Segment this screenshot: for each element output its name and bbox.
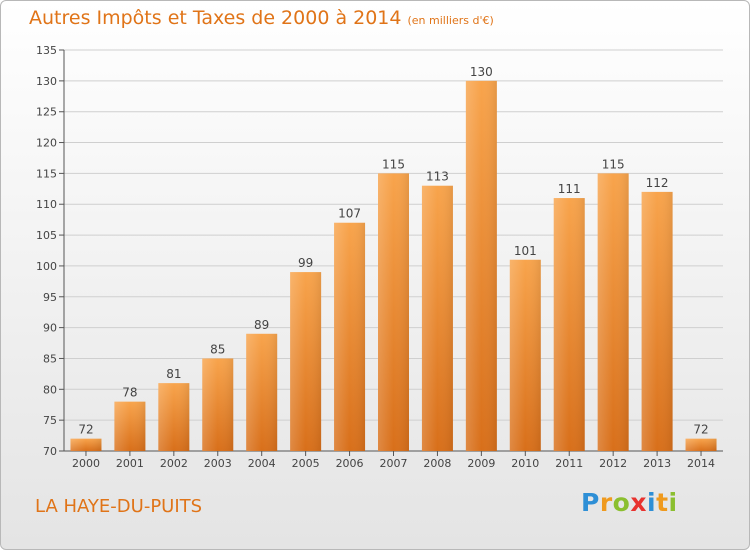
logo-letter: o	[612, 488, 631, 517]
bar-shine	[334, 222, 366, 451]
bar-shine	[465, 80, 497, 451]
logo-letter: r	[599, 488, 613, 517]
logo-letter: P	[581, 488, 600, 517]
logo-letter: i	[647, 488, 657, 517]
value-label-2009: 130	[470, 65, 493, 79]
bars	[70, 80, 717, 451]
x-tick-label-2004: 2004	[248, 457, 276, 470]
y-tick-label: 115	[36, 167, 57, 180]
bar-shine	[114, 401, 146, 451]
bar-shine	[202, 358, 234, 451]
value-label-2010: 101	[514, 244, 537, 258]
value-label-2006: 107	[338, 207, 361, 221]
y-tick-label: 85	[43, 352, 57, 365]
x-tick-label-2008: 2008	[423, 457, 451, 470]
x-tick-label-2003: 2003	[204, 457, 232, 470]
bar-shine	[246, 333, 278, 451]
bar-shine	[290, 272, 322, 451]
logo-letter: x	[630, 488, 647, 517]
x-tick-label-2000: 2000	[72, 457, 100, 470]
x-tick-label-2007: 2007	[380, 457, 408, 470]
x-tick-label-2001: 2001	[116, 457, 144, 470]
bar-shine	[685, 438, 717, 451]
value-label-2008: 113	[426, 170, 449, 184]
x-tick-label-2013: 2013	[643, 457, 671, 470]
y-tick-label: 95	[43, 291, 57, 304]
logo-letter: i	[668, 488, 678, 517]
value-label-2002: 81	[166, 367, 181, 381]
x-tick-label-2014: 2014	[687, 457, 715, 470]
labels: 72 2000 78 2001 81 2002 85 2003 89 2004 99 2005 107 2…	[72, 65, 715, 470]
bar-shine	[509, 259, 541, 451]
value-label-2004: 89	[254, 318, 269, 332]
commune-name: LA HAYE-DU-PUITS	[35, 496, 203, 517]
chart-title: Autres Impôts et Taxes de 2000 à 2014 (en…	[29, 7, 494, 29]
value-label-2000: 72	[78, 423, 93, 437]
y-tick-label: 75	[43, 414, 57, 427]
bar-shine	[421, 185, 453, 451]
y-tick-label: 120	[36, 137, 57, 150]
value-label-2013: 112	[646, 176, 669, 190]
x-tick-label-2009: 2009	[467, 457, 495, 470]
value-label-2005: 99	[298, 256, 313, 270]
x-tick-label-2010: 2010	[511, 457, 539, 470]
bar-shine	[553, 198, 585, 451]
y-tick-label: 130	[36, 75, 57, 88]
y-tick-label: 70	[43, 445, 57, 458]
y-tick-label: 105	[36, 229, 57, 242]
x-tick-label-2002: 2002	[160, 457, 188, 470]
bar-shine	[378, 173, 409, 451]
bar-shine	[158, 383, 190, 451]
logo-letter: t	[656, 488, 669, 517]
bar-shine	[597, 173, 629, 451]
title-unit: (en milliers d'€)	[407, 14, 494, 27]
x-tick-label-2005: 2005	[292, 457, 320, 470]
y-tick-label: 90	[43, 322, 57, 335]
value-label-2003: 85	[210, 342, 225, 356]
x-tick-label-2012: 2012	[599, 457, 627, 470]
x-tick-label-2006: 2006	[336, 457, 364, 470]
bar-shine	[641, 191, 673, 451]
title-text: Autres Impôts et Taxes de 2000 à 2014	[29, 7, 402, 29]
value-label-2014: 72	[693, 423, 708, 437]
y-tick-label: 125	[36, 106, 57, 119]
value-label-2007: 115	[382, 157, 405, 171]
value-label-2001: 78	[122, 386, 137, 400]
y-tick-label: 100	[36, 260, 57, 273]
value-label-2012: 115	[602, 157, 625, 171]
bar-shine	[70, 438, 102, 451]
x-tick-label-2011: 2011	[555, 457, 583, 470]
y-tick-label: 135	[36, 44, 57, 57]
proxiti-logo: Proxiti	[581, 488, 678, 517]
value-label-2011: 111	[558, 182, 581, 196]
y-tick-label: 80	[43, 383, 57, 396]
y-tick-label: 110	[36, 198, 57, 211]
